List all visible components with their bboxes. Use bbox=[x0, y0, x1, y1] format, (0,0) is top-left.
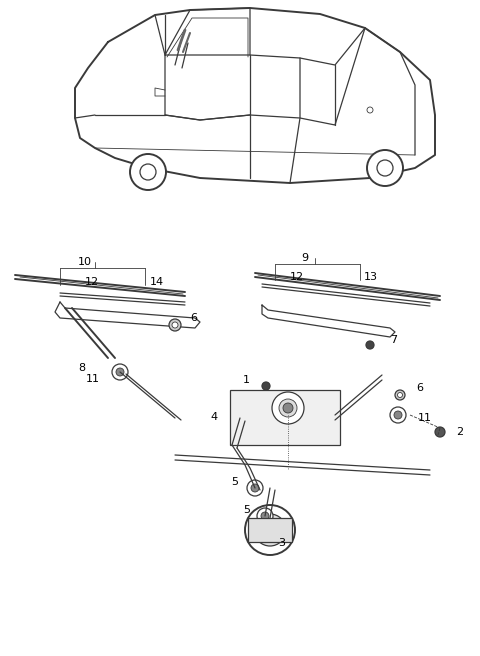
Text: 5: 5 bbox=[243, 505, 250, 515]
Circle shape bbox=[116, 368, 124, 376]
Circle shape bbox=[130, 154, 166, 190]
Circle shape bbox=[377, 160, 393, 176]
Text: 11: 11 bbox=[418, 413, 432, 423]
Text: 4: 4 bbox=[211, 412, 218, 422]
Circle shape bbox=[272, 392, 304, 424]
Circle shape bbox=[397, 392, 403, 398]
Text: 2: 2 bbox=[456, 427, 463, 437]
Text: 9: 9 bbox=[301, 253, 309, 263]
Text: 8: 8 bbox=[78, 363, 85, 373]
Bar bbox=[230, 390, 340, 445]
Circle shape bbox=[172, 322, 178, 328]
Bar bbox=[248, 518, 292, 542]
Circle shape bbox=[394, 411, 402, 419]
Circle shape bbox=[140, 164, 156, 180]
Text: 10: 10 bbox=[78, 257, 92, 267]
Circle shape bbox=[245, 505, 295, 555]
Circle shape bbox=[283, 403, 293, 413]
Text: 11: 11 bbox=[86, 374, 100, 384]
Circle shape bbox=[435, 427, 445, 437]
Circle shape bbox=[262, 382, 270, 390]
Circle shape bbox=[262, 522, 278, 538]
Circle shape bbox=[112, 364, 128, 380]
Text: 7: 7 bbox=[390, 335, 397, 345]
Text: 6: 6 bbox=[190, 313, 197, 323]
Text: 5: 5 bbox=[231, 477, 238, 487]
Circle shape bbox=[390, 407, 406, 423]
Circle shape bbox=[279, 399, 297, 417]
Circle shape bbox=[254, 514, 286, 546]
Circle shape bbox=[367, 150, 403, 186]
Text: 13: 13 bbox=[364, 272, 378, 282]
Text: 14: 14 bbox=[150, 277, 164, 287]
Circle shape bbox=[169, 319, 181, 331]
Text: 12: 12 bbox=[290, 272, 304, 282]
Circle shape bbox=[247, 480, 263, 496]
Text: 12: 12 bbox=[85, 277, 99, 287]
Circle shape bbox=[395, 390, 405, 400]
Circle shape bbox=[366, 341, 374, 349]
Text: 3: 3 bbox=[278, 538, 285, 548]
Text: 6: 6 bbox=[416, 383, 423, 393]
Circle shape bbox=[367, 107, 373, 113]
Circle shape bbox=[257, 508, 273, 524]
Circle shape bbox=[261, 512, 269, 520]
Text: 1: 1 bbox=[243, 375, 250, 385]
Circle shape bbox=[251, 484, 259, 492]
